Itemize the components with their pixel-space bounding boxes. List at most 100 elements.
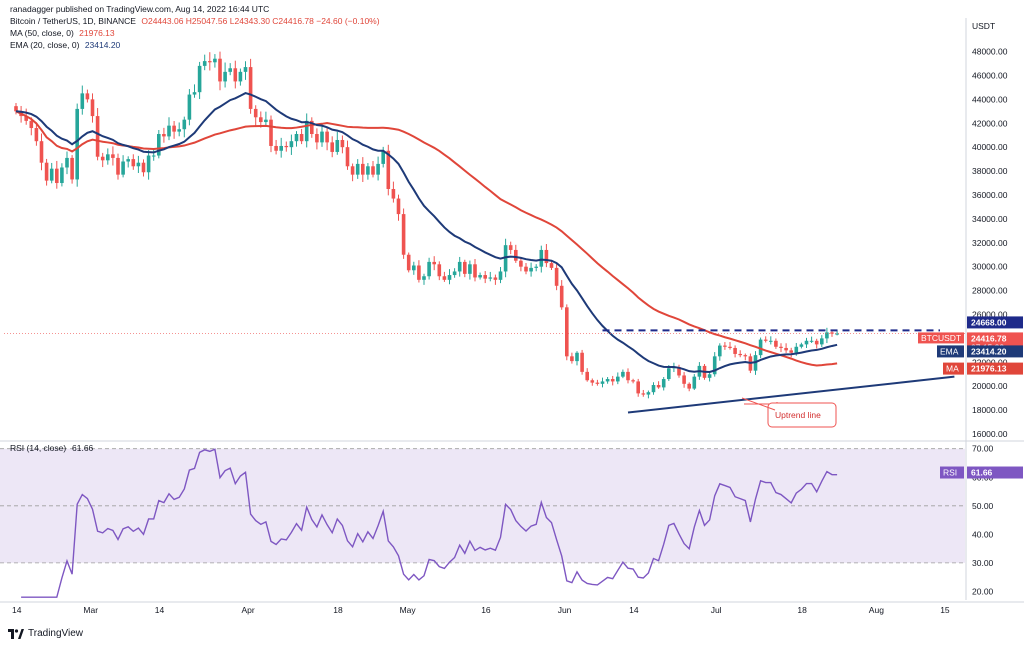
- candle: [39, 133, 44, 171]
- candle: [519, 258, 523, 272]
- price-tick-label: 40000.00: [972, 142, 1008, 152]
- candle: [651, 382, 656, 395]
- candle: [498, 267, 503, 284]
- candle: [452, 268, 457, 278]
- ma-legend[interactable]: MA (50, close, 0) 21976.13: [10, 28, 118, 38]
- candle: [723, 342, 727, 350]
- price-tick-label: 20000.00: [972, 381, 1008, 391]
- candle: [508, 241, 513, 255]
- candle: [243, 61, 248, 80]
- ma-legend-label: MA (50, close, 0): [10, 28, 74, 38]
- candle: [544, 244, 549, 268]
- candle: [259, 111, 263, 128]
- candle: [253, 105, 258, 126]
- candle: [228, 63, 232, 76]
- candle: [473, 258, 477, 282]
- candle: [799, 342, 804, 349]
- svg-text:24416.78: 24416.78: [971, 333, 1007, 343]
- candle: [162, 127, 166, 143]
- price-tick-label: 32000.00: [972, 238, 1008, 248]
- candle: [774, 338, 778, 349]
- candle: [340, 135, 345, 154]
- ma-price-tag: 21976.13: [967, 362, 1023, 375]
- candle: [299, 128, 304, 145]
- ema-price-tag: 23414.20: [967, 345, 1023, 358]
- rsi-tick-label: 40.00: [972, 529, 994, 539]
- time-tick-label: 14: [155, 605, 165, 615]
- candle: [197, 61, 202, 100]
- svg-text:23414.20: 23414.20: [971, 346, 1007, 356]
- candle: [355, 159, 360, 179]
- candle: [141, 159, 146, 177]
- time-tick-label: 16: [481, 605, 491, 615]
- candle: [376, 156, 380, 181]
- rsi-line[interactable]: [21, 448, 838, 598]
- ma-50-line[interactable]: [15, 110, 838, 367]
- candle: [192, 84, 197, 98]
- candle: [656, 381, 661, 389]
- price-tick-label: 46000.00: [972, 70, 1008, 80]
- ema-legend-label: EMA (20, close, 0): [10, 40, 80, 50]
- tradingview-footer[interactable]: TradingView: [8, 628, 83, 639]
- candle: [463, 259, 467, 278]
- candle: [177, 122, 181, 137]
- rsi-tick-label: 70.00: [972, 444, 994, 454]
- candle: [728, 342, 732, 350]
- ema-legend-value: 23414.20: [84, 40, 121, 50]
- uptrend-callout[interactable]: Uptrend line: [741, 397, 837, 428]
- rsi-tick-label: 20.00: [972, 586, 994, 596]
- candle: [187, 89, 192, 126]
- price-tick-label: 28000.00: [972, 286, 1008, 296]
- candle: [406, 252, 411, 273]
- price-tick-label: 44000.00: [972, 94, 1008, 104]
- candle: [590, 378, 595, 386]
- candle: [554, 263, 559, 291]
- candle: [610, 375, 615, 386]
- time-tick-label: Jul: [711, 605, 722, 615]
- candle: [712, 352, 717, 377]
- candle: [468, 260, 472, 280]
- candle: [447, 269, 452, 285]
- tradingview-logo-icon: [8, 628, 24, 639]
- candle: [825, 327, 829, 344]
- candle: [279, 137, 283, 158]
- price-tick-label: 48000.00: [972, 47, 1008, 57]
- candle: [763, 336, 768, 343]
- candle: [151, 148, 156, 161]
- candle: [182, 116, 187, 138]
- candle: [14, 103, 18, 115]
- candle: [422, 273, 426, 285]
- candle: [391, 181, 396, 203]
- candle: [565, 304, 569, 361]
- time-tick-label: 18: [333, 605, 343, 615]
- candle: [559, 280, 564, 310]
- uptrend-line[interactable]: [627, 375, 955, 414]
- time-tick-label: Jun: [558, 605, 572, 615]
- candle: [330, 136, 334, 158]
- candle: [718, 343, 722, 361]
- candle: [248, 58, 253, 114]
- resistance-price-tag: 24668.00: [967, 316, 1023, 329]
- candle: [208, 52, 212, 71]
- rsi-value-tag: [967, 466, 1023, 479]
- symbol-label[interactable]: Bitcoin / TetherUS, 1D, BINANCE: [10, 16, 136, 26]
- candle: [789, 347, 793, 358]
- candle: [65, 151, 69, 175]
- rsi-badge: RSI: [940, 466, 964, 479]
- candle: [457, 256, 462, 277]
- candle: [595, 379, 600, 386]
- candle: [809, 336, 814, 343]
- symbol-tag: BTCUSDT: [918, 332, 964, 344]
- candle: [784, 343, 788, 353]
- candle: [814, 338, 819, 349]
- ema-legend[interactable]: EMA (20, close, 0) 23414.20: [10, 40, 123, 50]
- footer-brand: TradingView: [28, 628, 84, 639]
- ema-20-line[interactable]: [15, 91, 838, 374]
- price-axis-currency: USDT: [972, 21, 995, 31]
- candle: [111, 146, 115, 166]
- time-tick-label: 18: [797, 605, 807, 615]
- candle: [44, 158, 49, 186]
- time-tick-label: Mar: [83, 605, 98, 615]
- price-tick-label: 22000.00: [972, 357, 1008, 367]
